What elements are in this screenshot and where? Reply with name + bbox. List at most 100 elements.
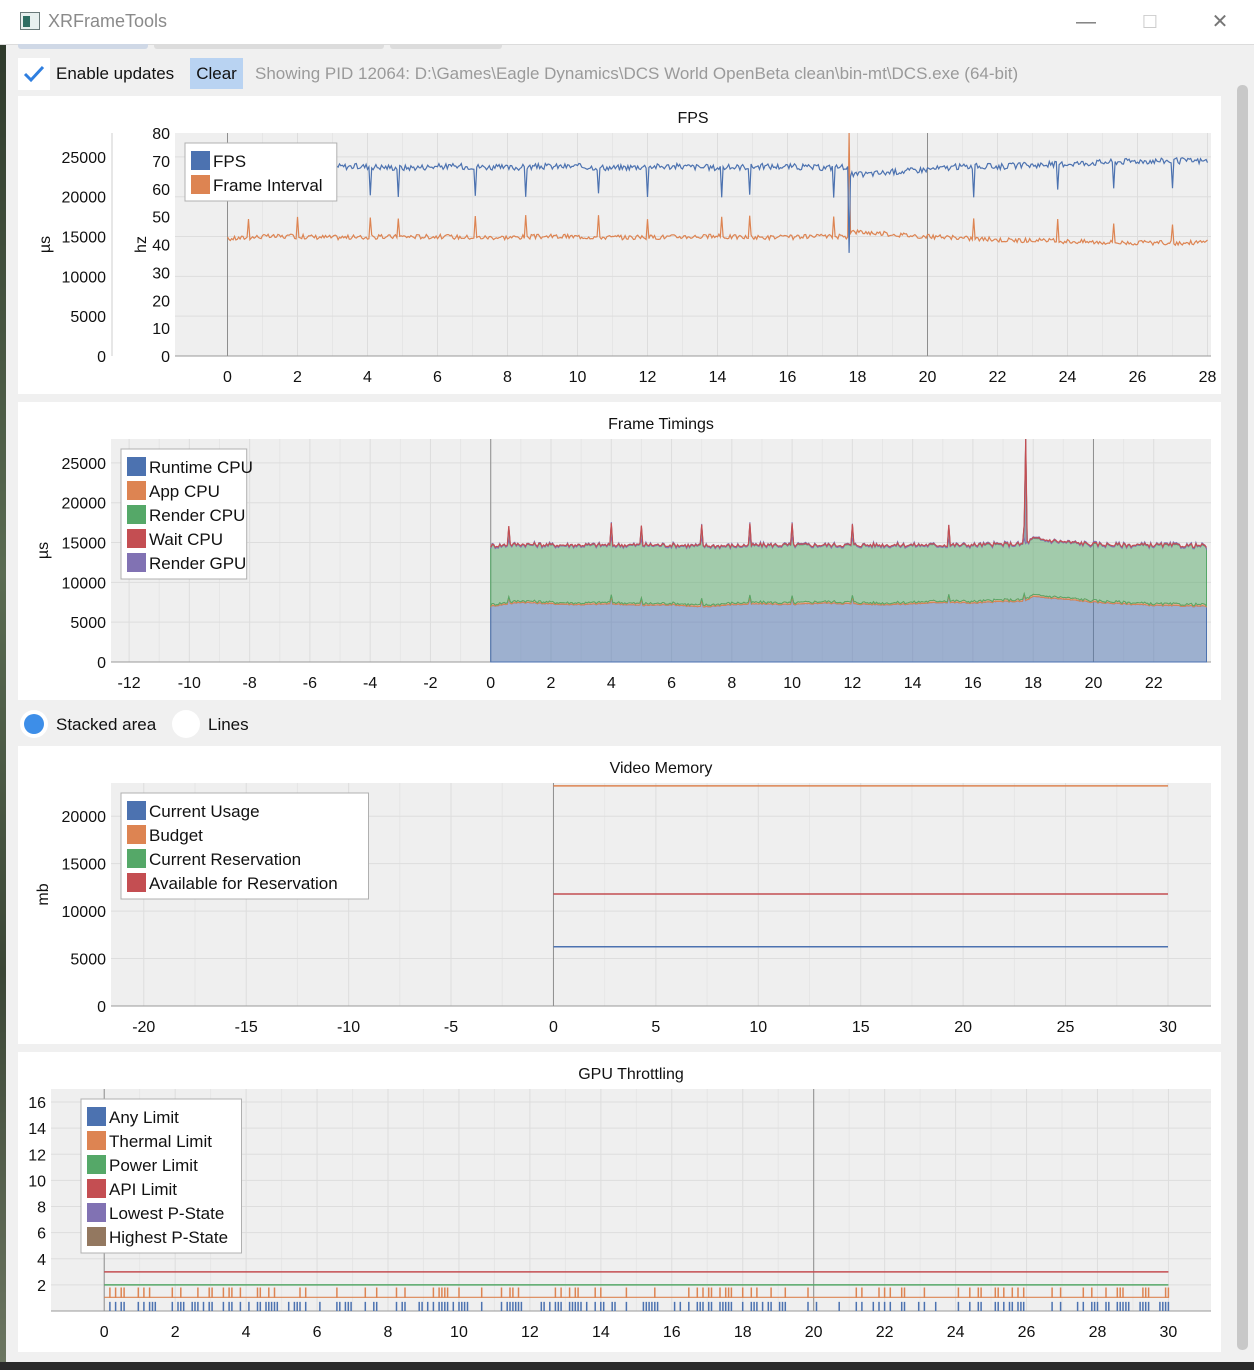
x-tick-label: 0 — [486, 675, 495, 692]
lines-label[interactable]: Lines — [208, 715, 249, 734]
legend-entry: Current Usage — [149, 802, 260, 821]
tab-reports[interactable] — [390, 44, 502, 49]
lines-radio[interactable] — [172, 710, 200, 738]
legend-entry: Thermal Limit — [109, 1132, 212, 1151]
enable-updates-label[interactable]: Enable updates — [56, 64, 175, 83]
tab-strip[interactable] — [14, 44, 1234, 50]
y-tick-label: 15000 — [62, 857, 107, 874]
toolbar: Enable updates Clear Showing PID 12064: … — [18, 58, 1238, 90]
legend-entry: Runtime CPU — [149, 458, 253, 477]
vertical-scrollbar[interactable] — [1237, 85, 1248, 1350]
x-tick-label: 2 — [547, 675, 556, 692]
y-tick-label: 10 — [28, 1173, 46, 1190]
y-right-tick-label: 80 — [152, 126, 170, 143]
enable-updates-checkbox[interactable] — [18, 58, 50, 90]
radio-selected-dot-icon — [24, 714, 44, 734]
chart-legend: Current Usage Budget Current Reservation Av… — [120, 792, 369, 900]
x-tick-label: 10 — [749, 1019, 767, 1036]
legend-swatch — [127, 825, 146, 844]
window-title: XRFrameTools — [48, 11, 168, 31]
x-tick-label: 6 — [433, 369, 442, 386]
chart-title: GPU Throttling — [578, 1066, 684, 1083]
legend-swatch — [87, 1179, 106, 1198]
x-tick-label: 15 — [852, 1019, 870, 1036]
x-tick-label: 10 — [569, 369, 587, 386]
x-tick-label: 20 — [919, 369, 937, 386]
y-tick-label: 0 — [97, 655, 106, 672]
y-tick-label: 10000 — [62, 904, 107, 921]
close-button[interactable]: ✕ — [1211, 11, 1229, 33]
video-memory-chart-panel: Video Memory -20 -15 -10 -5 0 5 10 15 20 25 30 20000… — [18, 746, 1221, 1044]
x-tick-label: 16 — [964, 675, 982, 692]
legend-swatch — [191, 175, 210, 194]
gpu-throttling-chart-panel: GPU Throttling 0 2 4 6 8 10 12 14 16 18 20 22 24 26 28 3… — [18, 1052, 1221, 1352]
x-tick-label: -15 — [235, 1019, 258, 1036]
x-tick-label: 24 — [1059, 369, 1077, 386]
legend-entry: Frame Interval — [213, 176, 323, 195]
tab-logging[interactable] — [154, 44, 384, 49]
y-left-axis-label: µs — [37, 236, 54, 253]
window-titlebar[interactable]: XRFrameTools — ☐ ✕ — [0, 0, 1254, 45]
legend-swatch — [127, 553, 146, 572]
chart-legend: Runtime CPU App CPU Render CPU Wait CPU Rend… — [120, 448, 253, 580]
series-line-wait-cpu — [490, 438, 1207, 549]
y-tick-label: 12 — [28, 1147, 46, 1164]
maximize-button[interactable]: ☐ — [1141, 12, 1159, 32]
x-tick-label: 6 — [667, 675, 676, 692]
x-tick-label: -4 — [363, 675, 377, 692]
legend-entry: Highest P-State — [109, 1228, 228, 1247]
x-tick-label: 25 — [1057, 1019, 1075, 1036]
legend-box — [120, 792, 369, 900]
legend-entry: Power Limit — [109, 1156, 198, 1175]
legend-swatch — [127, 505, 146, 524]
x-tick-label: 20 — [1085, 675, 1103, 692]
y-tick-label: 20000 — [62, 496, 107, 513]
legend-entry: Available for Reservation — [149, 874, 338, 893]
x-tick-label: 4 — [607, 675, 616, 692]
x-tick-label: 0 — [223, 369, 232, 386]
stacked-area-radio[interactable] — [20, 710, 48, 738]
y-tick-label: 10000 — [62, 575, 107, 592]
legend-entry: API Limit — [109, 1180, 177, 1199]
legend-swatch — [127, 481, 146, 500]
tab-live[interactable] — [18, 44, 148, 49]
legend-swatch — [127, 801, 146, 820]
x-tick-label: 22 — [1145, 675, 1163, 692]
legend-swatch — [87, 1155, 106, 1174]
legend-swatch — [87, 1203, 106, 1222]
area-runtime-cpu — [490, 593, 1207, 663]
x-tick-label: 28 — [1089, 1324, 1107, 1341]
x-tick-label: 5 — [651, 1019, 660, 1036]
x-tick-label: 4 — [363, 369, 372, 386]
x-tick-label: 18 — [734, 1324, 752, 1341]
x-tick-label: 30 — [1159, 1019, 1177, 1036]
y-tick-label: 15000 — [62, 230, 107, 247]
y-right-tick-label: 0 — [161, 349, 170, 366]
x-tick-label: 22 — [989, 369, 1007, 386]
minimize-button[interactable]: — — [1076, 11, 1096, 33]
y-tick-label: 0 — [97, 999, 106, 1016]
frame-timings-chart-panel: Frame Timings -12 -10 -8 -6 -4 -2 0 2 4 6 8 10 12 14 16… — [18, 402, 1221, 700]
y-tick-label: 6 — [37, 1226, 46, 1243]
x-tick-label: 22 — [876, 1324, 894, 1341]
throttle-event-ticks — [109, 1287, 1170, 1311]
chart-svg: Frame Timings -12 -10 -8 -6 -4 -2 0 2 4 6 8 10 12 14 16… — [35, 416, 1211, 692]
x-tick-label: 28 — [1199, 369, 1217, 386]
fps-chart-panel: FPS 0 2 4 6 8 10 12 14 16 18 20 22 24 26 28 25000 20000 15… — [18, 96, 1221, 394]
x-tick-label: 14 — [904, 675, 922, 692]
stacked-area-label[interactable]: Stacked area — [56, 715, 157, 734]
x-tick-label: 0 — [100, 1324, 109, 1341]
legend-entry: App CPU — [149, 482, 220, 501]
x-tick-label: -20 — [132, 1019, 155, 1036]
clear-button[interactable]: Clear — [190, 58, 243, 89]
y-tick-label: 4 — [37, 1252, 46, 1269]
x-tick-label: 16 — [663, 1324, 681, 1341]
x-tick-label: 26 — [1018, 1324, 1036, 1341]
y-right-tick-label: 40 — [152, 238, 170, 255]
y-tick-label: 8 — [37, 1200, 46, 1217]
x-tick-label: 2 — [171, 1324, 180, 1341]
legend-swatch — [191, 151, 210, 170]
legend-entry: Wait CPU — [149, 530, 223, 549]
